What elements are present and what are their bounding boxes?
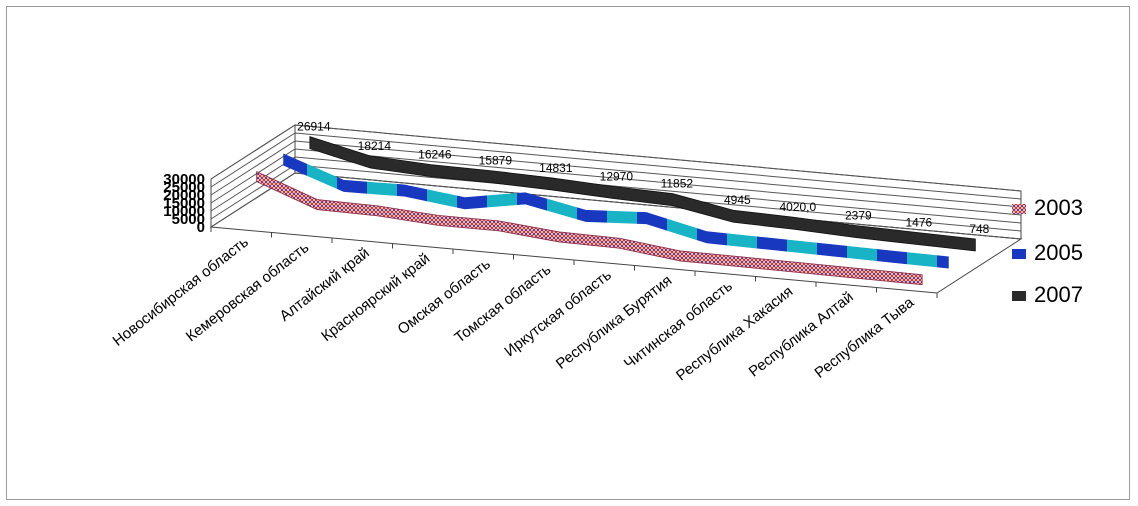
data-label: 4945	[724, 193, 751, 207]
data-label: 1476	[905, 215, 932, 229]
data-label: 748	[969, 222, 989, 236]
gridline	[210, 156, 1022, 224]
category-label: Республика Хакасия	[673, 283, 796, 384]
y-tick-label: 5000	[172, 211, 205, 228]
y-tick-label: 10000	[163, 203, 205, 220]
series-2003-ribbon	[256, 171, 923, 286]
data-label: 4020,0	[779, 200, 816, 214]
series-2005-ribbon	[283, 153, 949, 269]
gridline	[210, 124, 1022, 192]
data-label: 2379	[845, 208, 872, 222]
data-label: 15879	[479, 154, 513, 168]
data-label: 18214	[358, 139, 392, 153]
legend-swatch-2007	[1012, 291, 1026, 301]
data-labels: 26914 18214 16246 15879 14831 12970 11852 4945 4…	[297, 120, 990, 236]
category-label: Республика Бурятия	[553, 272, 675, 373]
y-tick-label: 25000	[163, 179, 205, 196]
chart-frame: 0 5000 10000 15000 20000 25000 30000 26914 1821…	[6, 6, 1130, 500]
y-tick-label: 15000	[163, 195, 205, 212]
category-label: Кемеровская область	[183, 239, 312, 345]
legend: 2003 2005 2007	[1012, 195, 1083, 307]
y-tick-label: 30000	[163, 171, 205, 188]
data-label: 11852	[661, 177, 694, 191]
gridline	[210, 132, 1022, 200]
data-label: 14831	[539, 161, 573, 175]
data-label: 16246	[418, 148, 452, 162]
series-lines	[256, 136, 976, 286]
gridline	[210, 140, 1022, 208]
data-label: 26914	[297, 120, 331, 134]
legend-label-2007: 2007	[1034, 282, 1083, 307]
legend-swatch-2005	[1012, 249, 1026, 259]
legend-label-2003: 2003	[1034, 195, 1083, 220]
y-tick-label: 20000	[163, 187, 205, 204]
category-label: Новосибирская область	[110, 233, 252, 349]
series-2007-ribbon	[309, 136, 976, 252]
data-label: 12970	[600, 169, 634, 183]
y-tick-label: 0	[197, 219, 205, 236]
legend-label-2005: 2005	[1034, 240, 1083, 265]
legend-swatch-2003	[1012, 204, 1026, 214]
gridline	[210, 148, 1022, 216]
